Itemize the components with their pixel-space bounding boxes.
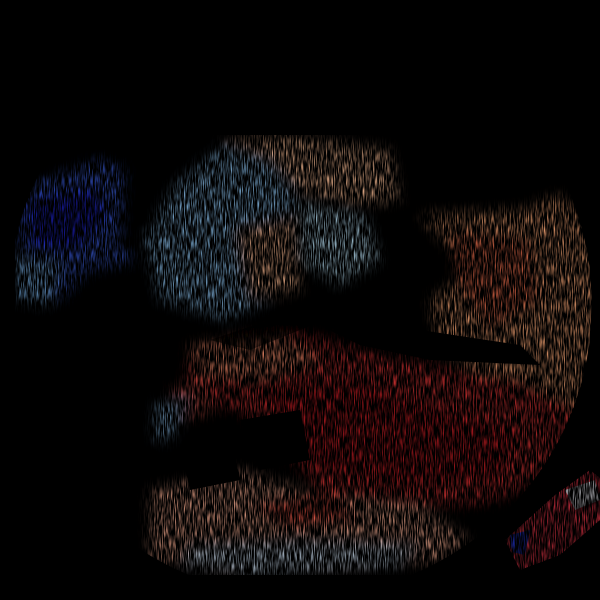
gap	[330, 330, 540, 365]
echo	[565, 480, 600, 510]
echo	[235, 215, 300, 300]
echo	[450, 230, 540, 330]
echo	[180, 540, 420, 575]
echo	[25, 185, 110, 250]
radar-strip	[505, 470, 600, 570]
echo	[300, 200, 380, 285]
echo	[250, 490, 360, 530]
echo	[155, 398, 190, 440]
radar-sweep	[15, 135, 592, 575]
gap	[240, 410, 310, 470]
echo	[15, 255, 60, 305]
echo	[145, 145, 300, 320]
echo	[510, 530, 530, 555]
gap	[180, 430, 240, 490]
echo	[220, 135, 400, 205]
gap	[210, 300, 350, 350]
echo	[260, 380, 520, 485]
echo	[190, 335, 320, 380]
